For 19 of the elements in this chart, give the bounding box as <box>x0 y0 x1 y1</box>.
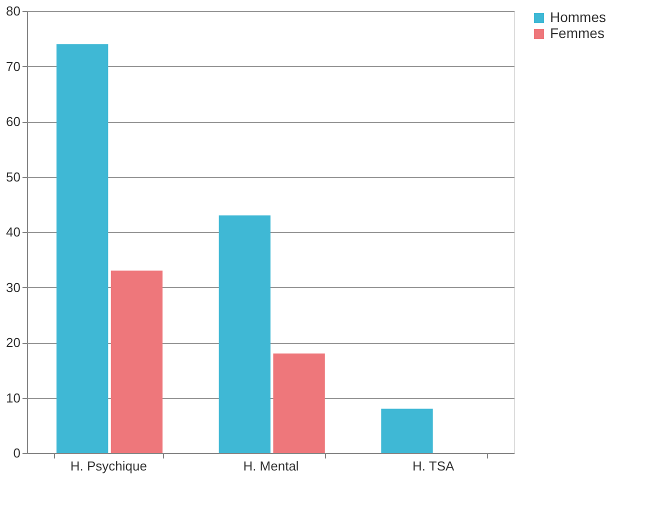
y-tick-label: 80 <box>6 4 20 18</box>
y-tick-label: 70 <box>6 58 20 74</box>
y-tick-label: 20 <box>6 335 20 350</box>
bar <box>273 354 325 453</box>
x-tick-label: H. Mental <box>243 458 299 474</box>
legend-label: Hommes <box>550 9 606 25</box>
x-tick-label: H. TSA <box>412 458 454 474</box>
y-tick-label: 60 <box>6 114 20 129</box>
bar <box>56 44 108 453</box>
y-tick-label: 10 <box>6 390 20 406</box>
bar <box>218 215 270 453</box>
legend-label: Femmes <box>550 25 604 41</box>
bar <box>110 270 163 453</box>
bar <box>381 408 433 453</box>
y-tick-label: 50 <box>6 169 20 184</box>
y-tick-label: 40 <box>6 224 20 240</box>
y-tick-label: 30 <box>6 280 20 295</box>
y-tick-label: 0 <box>13 446 20 460</box>
x-tick-label: H. Psychique <box>70 458 147 474</box>
